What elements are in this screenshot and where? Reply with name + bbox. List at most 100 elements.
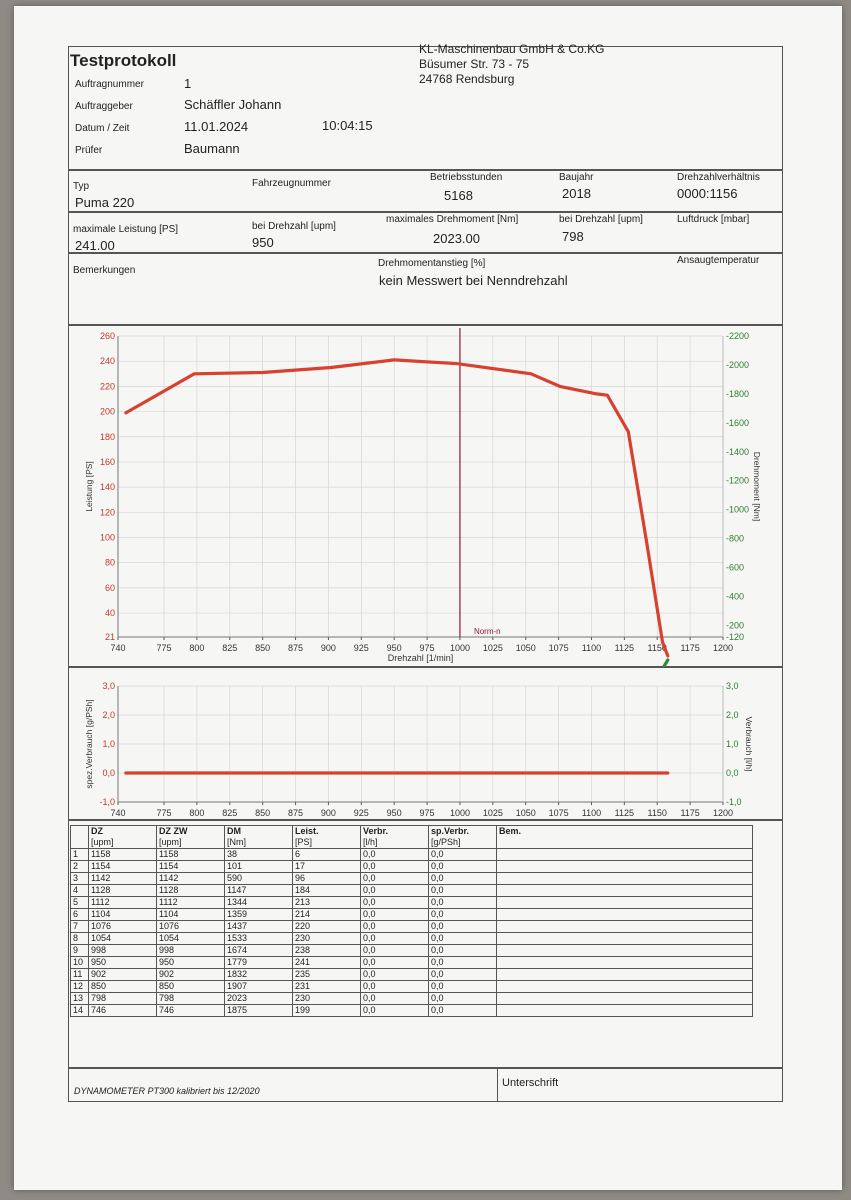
table-cell: 0,0 [360,920,429,933]
label-bei-drehzahl-1: bei Drehzahl [upm] [252,221,336,232]
table-cell: 0,0 [428,980,497,993]
table-header-leist: Leist. [292,825,361,837]
table-cell: 0,0 [360,1004,429,1017]
company-line-1: KL-Maschinenbau GmbH & Co.KG [419,42,605,56]
chart-frame [68,667,783,820]
x-tick-label: 1150 [648,643,667,653]
x-tick-label: 1150 [648,808,667,818]
y2-axis-label: Verbrauch [l/h] [744,717,754,772]
x-tick-label: 740 [110,643,125,653]
table-header-dm: DM [224,825,293,837]
table-cell: 0,0 [428,848,497,861]
table-row: 12 850 850 1907 231 0,0 0,0 [70,980,753,993]
table-row: 6 1104 1104 1359 214 0,0 0,0 [70,908,753,921]
table-cell: 1142 [156,872,225,885]
table-cell: 0,0 [428,896,497,909]
x-tick-label: 800 [189,808,204,818]
value-auftragnummer: 1 [184,76,192,91]
table-cell: 0,0 [360,848,429,861]
row-index: 2 [70,860,89,873]
label-auftragnummer: Auftragnummer [75,79,144,90]
table-cell: 0,0 [360,896,429,909]
y-tick-label: 0,0 [102,768,115,778]
table-row: 7 1076 1076 1437 220 0,0 0,0 [70,920,753,933]
table-cell: 850 [88,980,157,993]
table-cell: 184 [292,884,361,897]
row-index: 9 [70,944,89,957]
table-cell: 1437 [224,920,293,933]
value-max-leistung: 241.00 [75,238,115,253]
y-tick-label: 140 [100,482,115,492]
y2-tick-label: 0,0 [726,768,739,778]
x-tick-label: 950 [387,643,402,653]
table-row: 8 1054 1054 1533 230 0,0 0,0 [70,932,753,945]
label-auftraggeber: Auftraggeber [75,101,133,112]
y2-tick-label: -1600 [726,418,749,428]
table-cell: 1674 [224,944,293,957]
y2-axis-label: Drehmoment [Nm] [752,452,762,521]
table-header-spverbr: sp.Verbr. [428,825,497,837]
table-cell: 2023 [224,992,293,1005]
row-index: 5 [70,896,89,909]
table-cell: 0,0 [428,992,497,1005]
table-cell: 1907 [224,980,293,993]
y-tick-label: 240 [100,356,115,366]
x-tick-label: 1100 [582,643,601,653]
table-unit-dm: [Nm] [224,837,293,849]
label-betriebsstunden: Betriebsstunden [430,172,503,183]
x-tick-label: 800 [189,643,204,653]
x-tick-label: 975 [420,643,435,653]
table-cell: 1076 [88,920,157,933]
x-tick-label: 1050 [516,643,536,653]
table-cell: 1832 [224,968,293,981]
table-cell: 1154 [156,860,225,873]
x-tick-label: 775 [157,643,172,653]
row-index: 7 [70,920,89,933]
row-index: 13 [70,992,89,1005]
table-cell: 1112 [88,896,157,909]
table-units-row: [upm] [upm] [Nm] [PS] [l/h] [g/PSh] [70,837,753,849]
y-tick-label: 120 [100,507,115,517]
x-tick-label: 1050 [516,808,536,818]
row-index: 12 [70,980,89,993]
table-cell: 0,0 [428,968,497,981]
table-cell-bem [496,860,753,873]
value-drehzahlverhaeltnis: 0000:1156 [677,186,738,201]
x-tick-label: 1175 [680,643,699,653]
table-header-dz: DZ [88,825,157,837]
x-axis-label: Drehzahl [1/min] [388,653,454,663]
y2-tick-label: -1400 [726,447,749,457]
table-unit-index [70,837,89,849]
table-cell: 0,0 [428,860,497,873]
table-cell: 0,0 [360,944,429,957]
table-cell: 998 [88,944,157,957]
y2-tick-label: -1200 [726,476,749,486]
table-cell: 0,0 [428,872,497,885]
value-auftraggeber: Schäffler Johann [184,97,282,112]
table-cell: 850 [156,980,225,993]
x-tick-label: 1000 [450,808,470,818]
x-tick-label: 925 [354,808,369,818]
y-tick-label: -1,0 [99,797,115,807]
y-tick-label: 260 [100,331,115,341]
table-cell: 101 [224,860,293,873]
remarks-box [68,253,783,325]
y-tick-label: 21 [105,632,115,642]
table-cell: 0,0 [360,908,429,921]
table-cell: 0,0 [360,884,429,897]
x-tick-label: 1075 [549,643,569,653]
table-cell: 220 [292,920,361,933]
x-tick-label: 775 [157,808,172,818]
label-pruefer: Prüfer [75,145,103,156]
signature-label: Unterschrift [502,1077,559,1089]
x-tick-label: 1200 [713,643,733,653]
table-cell: 1158 [156,848,225,861]
y2-tick-label: -600 [726,563,744,573]
x-tick-label: 875 [288,643,303,653]
value-max-drehmoment: 2023.00 [433,231,480,246]
y-tick-label: 60 [105,583,115,593]
table-cell: 746 [88,1004,157,1017]
table-cell: 0,0 [428,956,497,969]
table-cell: 1128 [156,884,225,897]
label-luftdruck: Luftdruck [mbar] [677,214,750,225]
